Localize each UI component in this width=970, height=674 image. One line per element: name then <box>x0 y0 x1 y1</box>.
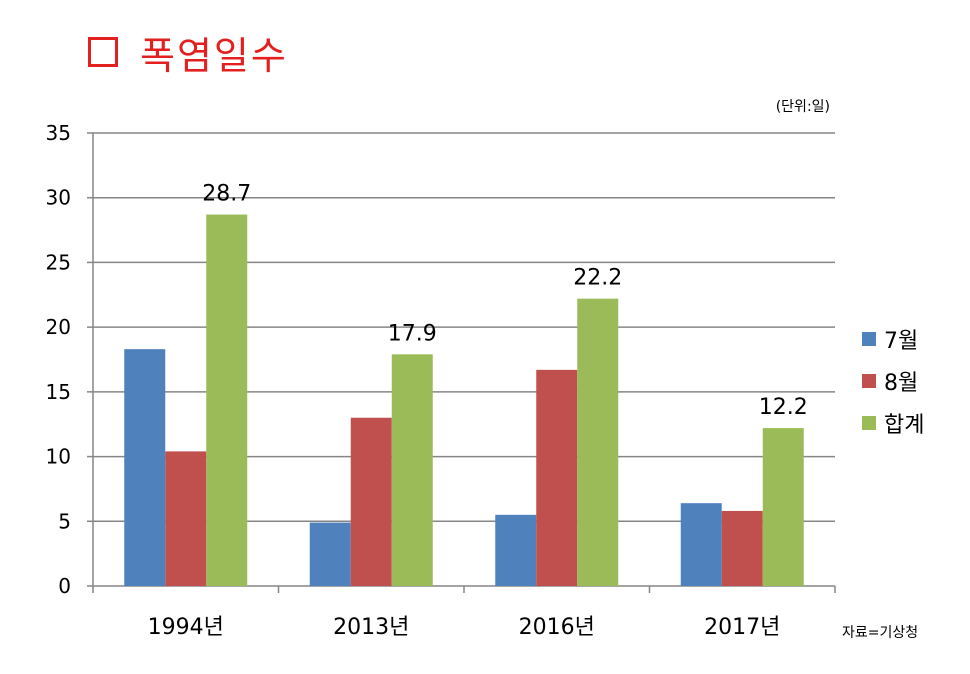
bar-2-2 <box>577 298 619 586</box>
bar-1-3 <box>721 510 763 586</box>
y-tick-label: 35 <box>46 121 71 145</box>
x-category-label: 2016년 <box>519 615 595 640</box>
x-category-label: 1994년 <box>148 615 224 640</box>
unit-label: (단위:일) <box>775 99 830 115</box>
y-tick-label: 5 <box>58 509 71 533</box>
data-label: 17.9 <box>388 321 437 346</box>
bar-0-0 <box>124 349 166 586</box>
bar-2-3 <box>762 428 804 586</box>
bar-0-2 <box>495 514 537 586</box>
legend-label: 7월 <box>884 329 918 354</box>
x-category-label: 2013년 <box>333 615 409 640</box>
y-tick-label: 0 <box>58 574 71 598</box>
bar-1-0 <box>165 451 207 586</box>
legend-swatch <box>862 416 876 430</box>
title-checkbox-icon <box>88 37 118 67</box>
bar-0-1 <box>309 522 351 586</box>
legend-label: 합계 <box>884 413 924 438</box>
bar-1-2 <box>536 369 578 586</box>
y-tick-label: 25 <box>46 250 71 274</box>
y-tick-label: 15 <box>46 380 71 404</box>
legend-label: 8월 <box>884 371 918 396</box>
legend-swatch <box>862 374 876 388</box>
y-tick-label: 10 <box>46 445 71 469</box>
legend-swatch <box>862 332 876 346</box>
bar-2-1 <box>391 354 433 586</box>
y-tick-label: 20 <box>46 315 71 339</box>
data-label: 12.2 <box>759 395 808 420</box>
bar-2-0 <box>206 214 248 587</box>
y-tick-label: 30 <box>46 186 71 210</box>
x-category-label: 2017년 <box>704 615 780 640</box>
data-label: 28.7 <box>202 182 251 207</box>
bar-0-3 <box>680 503 722 586</box>
chart-title: 폭염일수 <box>88 22 288 82</box>
chart-title-text: 폭염일수 <box>140 33 288 78</box>
bar-1-1 <box>350 417 392 586</box>
source-label: 자료=기상청 <box>842 625 919 641</box>
data-label: 22.2 <box>573 266 622 291</box>
